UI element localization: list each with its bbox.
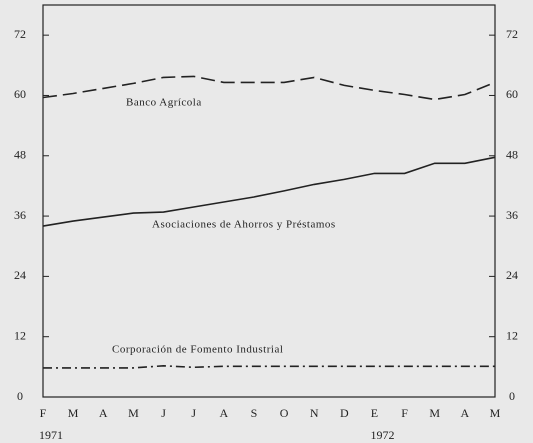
- y2-tick-label: 0: [509, 389, 515, 403]
- x-tick-label: M: [429, 406, 440, 420]
- series-label: Banco Agrícola: [126, 97, 202, 109]
- y2-tick-label: 48: [506, 148, 518, 162]
- x-tick-label: M: [68, 406, 79, 420]
- x-tick-label: J: [161, 406, 166, 420]
- x-tick-label: N: [310, 406, 319, 420]
- y-tick-label: 72: [14, 27, 26, 41]
- y2-tick-label: 24: [506, 268, 518, 282]
- series-label: Asociaciones de Ahorros y Préstamos: [152, 219, 336, 231]
- x-tick-label: J: [191, 406, 196, 420]
- x-tick-label: M: [128, 406, 139, 420]
- x-tick-label: A: [219, 406, 228, 420]
- y2-tick-label: 12: [506, 328, 518, 342]
- x-tick-label: S: [251, 406, 258, 420]
- y2-tick-label: 72: [506, 27, 518, 41]
- series-line: [43, 364, 495, 369]
- series-line: [42, 75, 496, 101]
- x-tick-label: E: [371, 406, 378, 420]
- plot-frame: [42, 4, 496, 398]
- x-group-label: 1972: [370, 428, 394, 442]
- series-line: [42, 156, 496, 227]
- x-tick-label: A: [461, 406, 470, 420]
- y-tick-label: 12: [14, 328, 26, 342]
- y-tick-label: 0: [17, 389, 23, 403]
- y-tick-label: 36: [14, 208, 26, 222]
- x-tick-label: D: [340, 406, 349, 420]
- x-group-label: 1971: [39, 428, 63, 442]
- y2-tick-label: 36: [506, 208, 518, 222]
- x-tick-label: A: [99, 406, 108, 420]
- series-label: Corporación de Fomento Industrial: [112, 344, 283, 356]
- y-tick-label: 48: [14, 148, 26, 162]
- y-tick-label: 24: [14, 268, 26, 282]
- x-tick-label: F: [401, 406, 408, 420]
- y-tick-label: 60: [14, 87, 26, 101]
- y2-tick-label: 60: [506, 87, 518, 101]
- x-tick-label: O: [280, 406, 289, 420]
- x-tick-label: F: [40, 406, 47, 420]
- x-tick-label: M: [490, 406, 501, 420]
